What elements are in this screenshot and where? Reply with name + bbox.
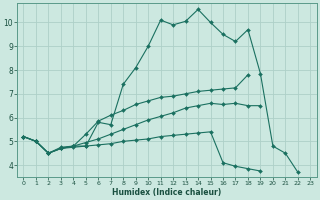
- X-axis label: Humidex (Indice chaleur): Humidex (Indice chaleur): [112, 188, 221, 197]
